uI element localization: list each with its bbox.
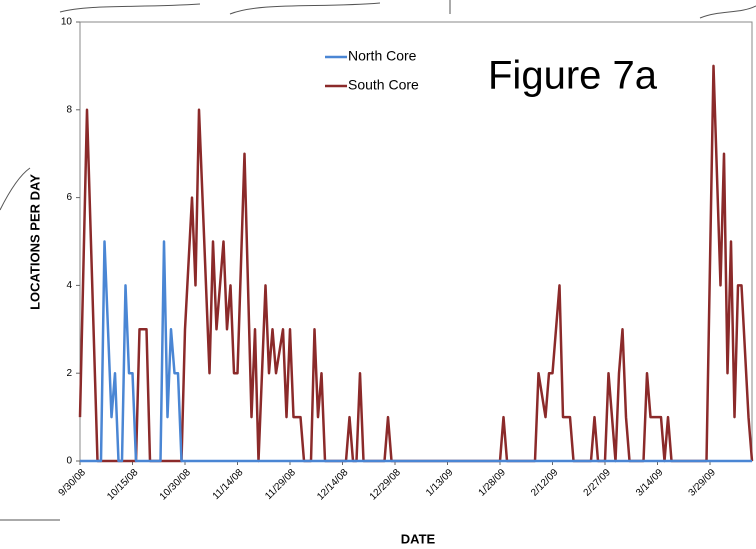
x-tick-label: 9/30/08: [57, 467, 89, 499]
series-line: [80, 240, 752, 463]
x-tick-label: 3/14/09: [634, 467, 666, 499]
y-tick-label: 2: [66, 368, 72, 379]
background-sketch: [0, 0, 756, 521]
plot-area: [79, 21, 753, 462]
x-tick-label: 12/29/08: [368, 467, 404, 503]
x-tick-label: 11/29/08: [263, 467, 298, 502]
legend-label: North Core: [348, 48, 417, 64]
x-tick-label: 10/15/08: [105, 467, 141, 503]
x-tick-label: 10/30/08: [158, 467, 194, 503]
x-tick-label: 3/29/09: [687, 467, 719, 499]
legend-label: South Core: [348, 77, 419, 93]
x-tick-label: 2/12/09: [529, 467, 561, 499]
x-axis-title: DATE: [401, 531, 436, 546]
y-axis-title: LOCATIONS PER DAY: [27, 174, 42, 310]
x-tick-label: 1/13/09: [424, 467, 456, 499]
series-line: [78, 64, 754, 463]
y-tick-label: 4: [66, 280, 72, 291]
y-tick-label: 8: [66, 104, 72, 115]
y-tick-label: 0: [66, 456, 72, 467]
figure-label: Figure 7a: [488, 54, 658, 98]
x-tick-label: 11/14/08: [211, 467, 246, 502]
y-tick-label: 6: [66, 192, 72, 203]
x-tick-label: 2/27/09: [582, 467, 614, 499]
x-tick-label: 12/14/08: [315, 467, 351, 503]
x-tick-label: 1/28/09: [477, 467, 509, 499]
y-tick-label: 10: [61, 17, 73, 28]
